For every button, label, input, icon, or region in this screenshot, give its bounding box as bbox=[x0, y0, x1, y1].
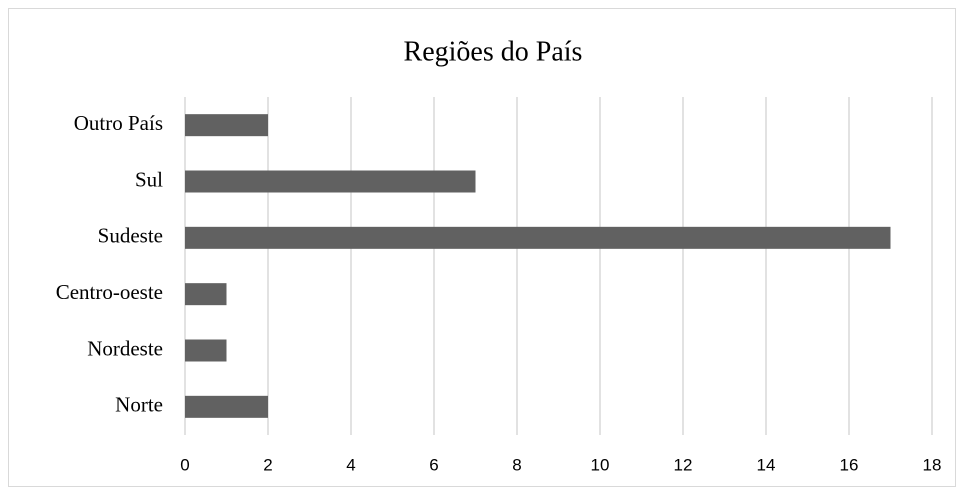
chart-title: Regiões do País bbox=[404, 36, 583, 67]
bar bbox=[185, 226, 891, 249]
bar bbox=[185, 170, 476, 193]
bar bbox=[185, 339, 227, 362]
y-tick-label: Norte bbox=[115, 393, 163, 417]
x-tick-label: 6 bbox=[429, 455, 438, 474]
x-tick-label: 16 bbox=[840, 455, 859, 474]
y-tick-label: Outro País bbox=[74, 111, 163, 135]
bar bbox=[185, 114, 268, 137]
x-tick-label: 4 bbox=[346, 455, 355, 474]
y-tick-label: Sul bbox=[135, 167, 163, 191]
bar bbox=[185, 395, 268, 418]
x-tick-label: 8 bbox=[512, 455, 521, 474]
x-tick-label: 0 bbox=[180, 455, 189, 474]
x-tick-label: 18 bbox=[923, 455, 942, 474]
x-tick-label: 12 bbox=[674, 455, 693, 474]
x-tick-label: 14 bbox=[757, 455, 776, 474]
x-tick-label: 10 bbox=[591, 455, 610, 474]
bar bbox=[185, 283, 227, 306]
y-tick-label: Centro-oeste bbox=[56, 280, 163, 304]
x-tick-label: 2 bbox=[263, 455, 272, 474]
y-tick-label: Sudeste bbox=[98, 224, 163, 248]
y-tick-label: Nordeste bbox=[87, 336, 163, 360]
